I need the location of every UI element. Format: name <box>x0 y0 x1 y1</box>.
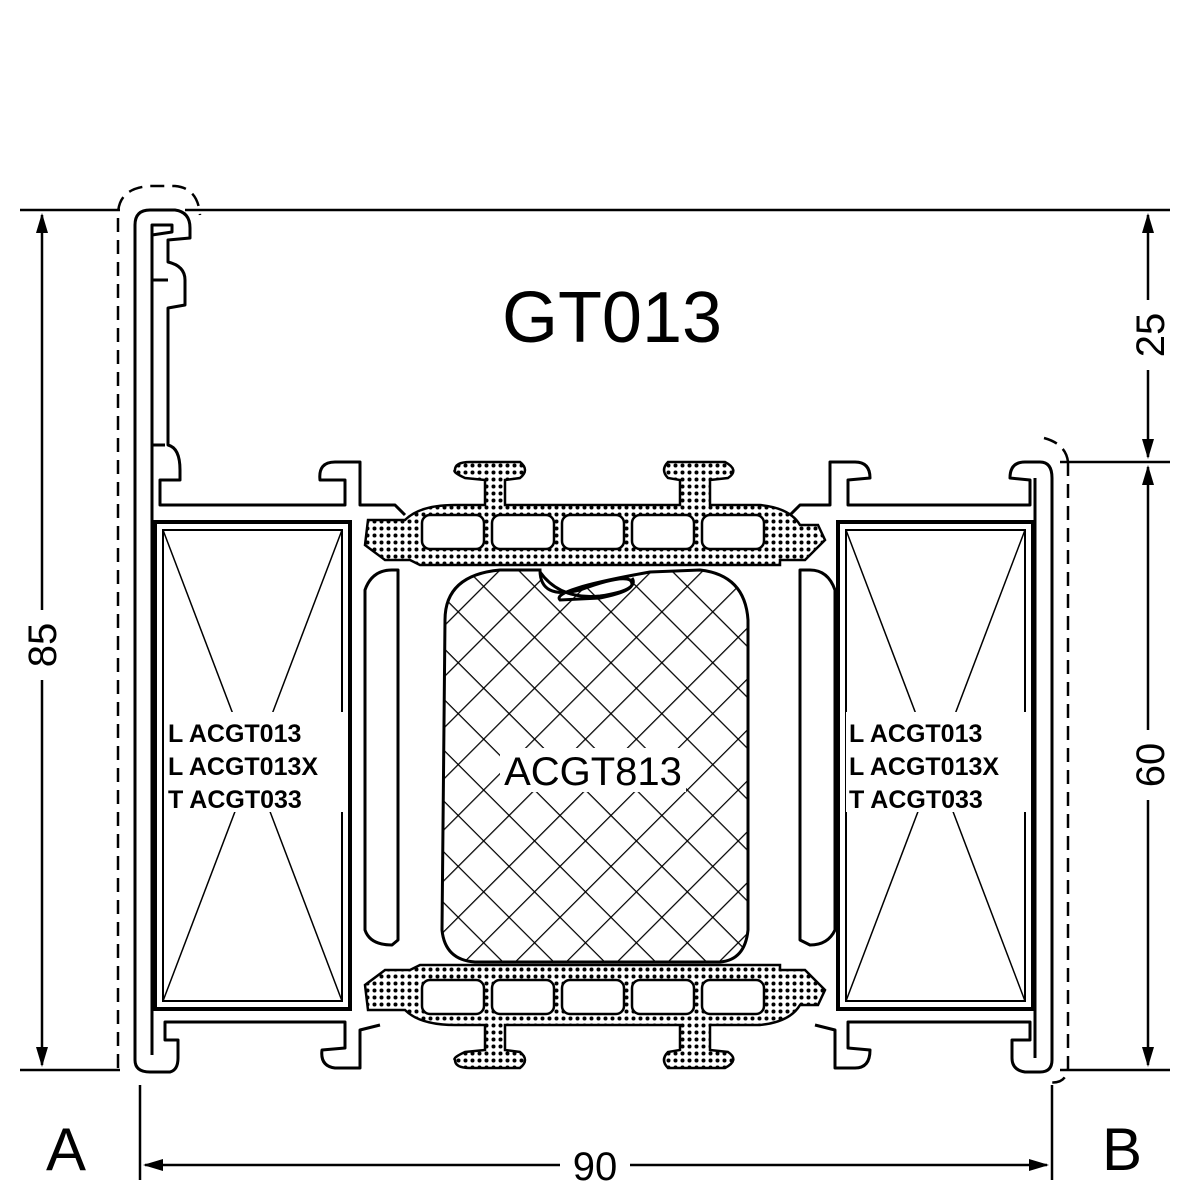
reinforcement-left-line-2: L ACGT013X <box>168 753 318 781</box>
reinforcement-left-line-3: T ACGT033 <box>168 786 302 814</box>
side-label-b: B <box>1102 1116 1142 1183</box>
reinforcement-right-line-1: L ACGT013 <box>849 720 982 748</box>
dimension-85-label: 85 <box>21 623 65 668</box>
reinforcement-right-line-2: L ACGT013X <box>849 753 999 781</box>
reinforcement-right-line-3: T ACGT033 <box>849 786 983 814</box>
dimension-60-label: 60 <box>1129 743 1173 788</box>
thermal-break-bottom-cells <box>420 978 766 1016</box>
dimension-25 <box>185 208 1170 464</box>
dimension-90-label: 90 <box>573 1145 618 1189</box>
dimension-25-label: 25 <box>1129 313 1173 358</box>
reinforcement-left-line-1: L ACGT013 <box>168 720 301 748</box>
reinforcement-labels-left: L ACGT013 L ACGT013X T ACGT033 <box>165 712 345 814</box>
dimension-85 <box>20 208 120 1072</box>
side-label-a: A <box>46 1116 86 1183</box>
center-insert: ACGT813 <box>440 568 750 964</box>
profile-title: GT013 <box>502 278 722 358</box>
dashed-seal-outline <box>116 184 1070 1084</box>
dimension-90 <box>138 1085 1054 1180</box>
reinforcement-labels-right: L ACGT013 L ACGT013X T ACGT033 <box>846 712 1026 814</box>
center-insert-label: ACGT813 <box>504 750 682 794</box>
thermal-break-top-cells <box>420 513 766 551</box>
dimension-60 <box>1060 465 1170 1072</box>
